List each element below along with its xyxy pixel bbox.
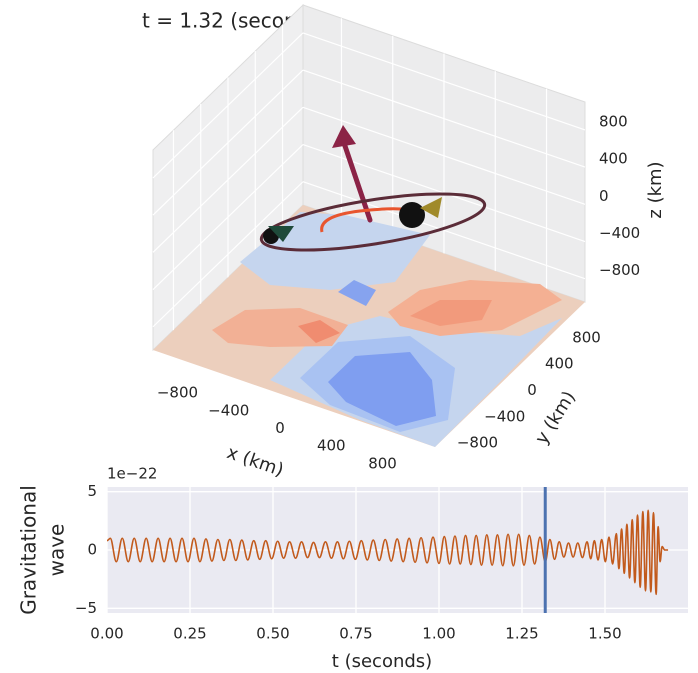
x-tick-label: 0.00 (90, 625, 123, 643)
wave-plot (106, 487, 688, 613)
wave-line (106, 509, 669, 596)
y-tick-label: 400 (545, 355, 574, 373)
x-tick-label: 0.75 (339, 625, 372, 643)
x-tick-label: −800 (157, 384, 198, 402)
y-tick-label: −800 (457, 434, 498, 452)
contour-surface (153, 205, 585, 447)
y-tick-label: 0 (527, 381, 537, 399)
body-spin (268, 226, 294, 242)
spin-arrow (340, 137, 373, 223)
spin-arrow-head (332, 125, 356, 148)
x-tick-label: 0 (275, 419, 285, 437)
y-tick-label: 0 (87, 541, 97, 559)
body-spin (420, 197, 442, 218)
x-tick-label: 1.50 (588, 625, 621, 643)
y-tick-label: 800 (572, 328, 601, 346)
contour-region (298, 320, 340, 343)
y-tick-label: −5 (75, 599, 97, 617)
x-axis-label: t (seconds) (332, 651, 432, 672)
body (399, 202, 425, 228)
x-tick-label: 0.50 (256, 625, 289, 643)
contour-region (410, 300, 492, 326)
contour-region (338, 280, 376, 306)
orbit-scene (259, 125, 487, 252)
grid-line (152, 106, 304, 253)
x-tick-label: 1.25 (505, 625, 538, 643)
grid-line (152, 181, 304, 328)
contour-region (328, 352, 436, 426)
axis-ticks: −800−4000400800−800−4000400800−800−40004… (157, 112, 640, 472)
grid-line (152, 144, 304, 290)
z-tick-label: 0 (599, 187, 609, 205)
orbit-path (259, 192, 487, 252)
x-tick-label: 400 (317, 437, 346, 455)
x-tick-label: 800 (368, 454, 397, 472)
grid-line (302, 106, 586, 205)
z-axis-label: z (km) (645, 161, 666, 218)
x-tick-label: 1.00 (422, 625, 455, 643)
grid-line (302, 69, 586, 168)
grid-line (152, 32, 304, 179)
grid-line (302, 181, 586, 280)
z-tick-label: 800 (599, 112, 628, 130)
y-axis-label: Gravitational (17, 485, 41, 615)
grid-line (302, 32, 586, 131)
grid-line (152, 69, 304, 216)
y-tick-label: 5 (87, 482, 97, 500)
y-axis-label: wave (45, 524, 69, 577)
x-axis-label: x (km) (224, 442, 286, 481)
offset-label: 1e−22 (107, 465, 157, 483)
y-tick-label: −400 (484, 407, 525, 425)
z-tick-label: −400 (599, 224, 640, 242)
x-tick-label: −400 (208, 401, 249, 419)
z-tick-label: −800 (599, 261, 640, 279)
z-tick-label: 400 (599, 150, 628, 168)
x-tick-label: 0.25 (173, 625, 206, 643)
y-axis-label: y (km) (531, 387, 580, 448)
